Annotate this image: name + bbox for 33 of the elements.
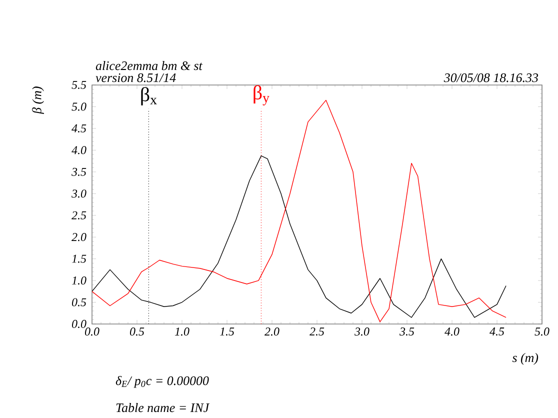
- y-tick-label: 3.5: [72, 168, 86, 176]
- x-tick-label: 4.5: [490, 328, 504, 336]
- y-tick-label: 3.0: [72, 190, 86, 198]
- y-tick-label: 5.0: [72, 102, 86, 111]
- y-tick-label: 4.0: [72, 146, 86, 154]
- chart-title: alice2emma bm & st: [96, 61, 203, 70]
- y-tick-label: 2.5: [72, 211, 86, 220]
- y-tick-label: 0.0: [72, 320, 86, 328]
- ref-line-label: β$_{x}$: [141, 87, 157, 106]
- x-tick-label: 0.0: [85, 328, 100, 336]
- x-tick-label: 3.0: [354, 328, 370, 336]
- x-tick-label: 2.5: [310, 328, 324, 336]
- y-axis-title: β (m): [32, 86, 44, 114]
- text: 30/05/08 18.16.33: [444, 73, 538, 82]
- x-tick-label: 5.0: [534, 328, 550, 336]
- text: δ$_{E}$/ p$_{0}$c = 0.00000: [116, 376, 209, 388]
- ref-line-label: β$_{y}$: [254, 85, 270, 106]
- y-tick-label: 4.5: [72, 124, 86, 132]
- line-series: [92, 155, 506, 318]
- x-tick-label: 0.5: [130, 328, 144, 336]
- y-tick-label: 5.5: [72, 81, 86, 89]
- x-axis-title: s (m): [512, 353, 538, 365]
- x-tick-label: 1.0: [174, 328, 190, 336]
- y-tick-label: 2.0: [72, 233, 86, 242]
- text: Table name = INJ: [116, 403, 210, 412]
- x-tick-label: 1.5: [220, 328, 234, 336]
- x-tick-label: 2.0: [264, 328, 280, 336]
- y-tick-label: 0.5: [72, 298, 86, 306]
- chart-subtitle: version 8.51/14: [96, 73, 176, 82]
- y-tick-label: 1.5: [72, 254, 86, 263]
- x-tick-label: 3.5: [400, 328, 414, 336]
- y-tick-label: 1.0: [72, 276, 86, 285]
- x-tick-label: 4.0: [444, 328, 460, 336]
